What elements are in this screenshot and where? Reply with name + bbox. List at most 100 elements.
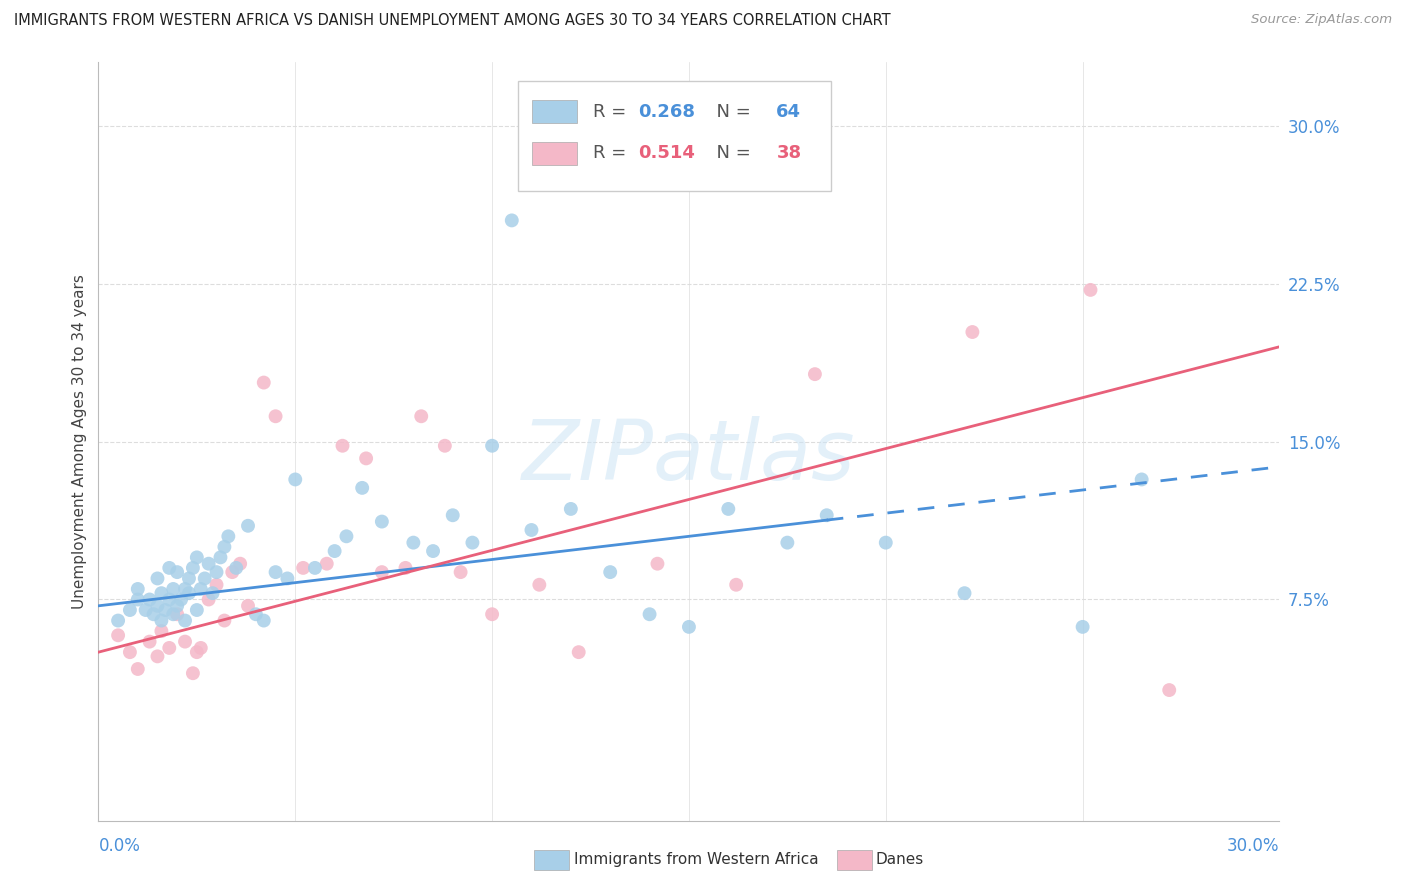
Point <box>225 561 247 575</box>
Point <box>276 571 298 585</box>
Point <box>962 325 984 339</box>
Point <box>236 599 259 613</box>
Point <box>292 561 315 575</box>
Point <box>197 557 219 571</box>
Point <box>155 603 177 617</box>
Point <box>174 634 197 648</box>
Point <box>441 508 464 523</box>
Point <box>162 607 184 622</box>
Point <box>157 640 180 655</box>
Point <box>236 518 259 533</box>
Point <box>433 439 456 453</box>
Point <box>804 367 827 381</box>
Point <box>411 409 433 424</box>
Point <box>354 451 377 466</box>
Text: IMMIGRANTS FROM WESTERN AFRICA VS DANISH UNEMPLOYMENT AMONG AGES 30 TO 34 YEARS : IMMIGRANTS FROM WESTERN AFRICA VS DANISH… <box>14 13 890 29</box>
Point <box>264 565 287 579</box>
Point <box>875 535 897 549</box>
Point <box>568 645 591 659</box>
Point <box>214 540 236 554</box>
Point <box>209 550 232 565</box>
Point <box>118 603 141 617</box>
Point <box>422 544 444 558</box>
Text: R =: R = <box>593 145 633 162</box>
Point <box>352 481 374 495</box>
Point <box>127 582 149 596</box>
Bar <box>531 101 576 123</box>
Text: 64: 64 <box>776 103 801 120</box>
Text: 30.0%: 30.0% <box>1227 838 1279 855</box>
Text: 0.514: 0.514 <box>638 145 695 162</box>
Point <box>638 607 661 622</box>
Point <box>332 439 354 453</box>
Point <box>190 640 212 655</box>
Point <box>1159 683 1181 698</box>
Point <box>481 607 503 622</box>
Point <box>501 213 523 227</box>
Point <box>253 614 276 628</box>
Point <box>217 529 239 543</box>
Point <box>1071 620 1094 634</box>
Point <box>221 565 243 579</box>
Point <box>315 557 337 571</box>
Point <box>177 571 200 585</box>
Text: ZIPatlas: ZIPatlas <box>522 417 856 497</box>
Bar <box>517 81 831 191</box>
Point <box>174 614 197 628</box>
Point <box>560 502 582 516</box>
Y-axis label: Unemployment Among Ages 30 to 34 years: Unemployment Among Ages 30 to 34 years <box>72 274 87 609</box>
Point <box>170 592 193 607</box>
Point <box>135 603 157 617</box>
Point <box>197 592 219 607</box>
Point <box>162 582 184 596</box>
Point <box>157 592 180 607</box>
Point <box>678 620 700 634</box>
Point <box>725 578 748 592</box>
Point <box>146 571 169 585</box>
Text: R =: R = <box>593 103 633 120</box>
Point <box>201 586 224 600</box>
Point <box>127 662 149 676</box>
Point <box>450 565 472 579</box>
Point <box>461 535 484 549</box>
Point <box>284 473 307 487</box>
Point <box>186 550 208 565</box>
Point <box>157 561 180 575</box>
Point <box>335 529 357 543</box>
Point <box>953 586 976 600</box>
Text: 0.0%: 0.0% <box>98 838 141 855</box>
Point <box>214 614 236 628</box>
Point <box>253 376 276 390</box>
Point <box>371 565 394 579</box>
Point <box>138 592 160 607</box>
Point <box>142 607 165 622</box>
Point <box>181 561 204 575</box>
Point <box>229 557 252 571</box>
Point <box>402 535 425 549</box>
Text: Danes: Danes <box>876 853 924 867</box>
Text: 0.268: 0.268 <box>638 103 695 120</box>
Point <box>529 578 551 592</box>
Point <box>107 628 129 642</box>
Bar <box>531 142 576 165</box>
Point <box>181 666 204 681</box>
Point <box>127 592 149 607</box>
Point <box>146 599 169 613</box>
Point <box>166 565 188 579</box>
Point <box>815 508 838 523</box>
Text: N =: N = <box>706 103 756 120</box>
Point <box>166 599 188 613</box>
Point <box>146 649 169 664</box>
Point <box>190 582 212 596</box>
Point <box>150 614 173 628</box>
Point <box>138 634 160 648</box>
Point <box>1080 283 1102 297</box>
Point <box>166 607 188 622</box>
Point <box>647 557 669 571</box>
Text: N =: N = <box>706 145 756 162</box>
Point <box>174 582 197 596</box>
Point <box>1130 473 1153 487</box>
Point <box>186 603 208 617</box>
Text: Immigrants from Western Africa: Immigrants from Western Africa <box>574 853 818 867</box>
Point <box>118 645 141 659</box>
